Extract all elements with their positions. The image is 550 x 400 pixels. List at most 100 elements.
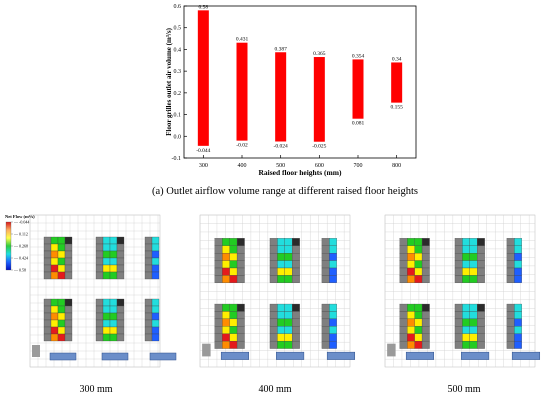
bar: [352, 59, 364, 119]
rack-cell: [236, 267, 245, 276]
rack-cell: [43, 271, 52, 280]
bar-bottom-label: -0.02: [236, 143, 248, 149]
y-tick-label: -0.1: [172, 156, 182, 162]
rack-cell: [454, 245, 463, 254]
rack-cell: [95, 243, 104, 252]
bar-bottom-label: -0.025: [312, 144, 326, 150]
contour-panel: [29, 214, 177, 368]
rack-cell: [506, 340, 515, 349]
rack-cell: [506, 275, 515, 283]
rack-cell: [284, 267, 293, 276]
rack-cell: [454, 267, 463, 276]
rack-cell: [477, 245, 485, 254]
rack-cell: [236, 326, 245, 334]
rack-cell: [277, 318, 285, 327]
rack-cell: [399, 340, 408, 349]
rack-cell: [514, 267, 522, 276]
rack-cell: [454, 303, 463, 312]
rack-cell: [222, 333, 230, 342]
rack-cell: [414, 340, 423, 349]
rack-cell: [229, 275, 238, 283]
rack-cell: [116, 264, 125, 273]
rack-cell: [284, 253, 293, 261]
rack-cell: [399, 333, 408, 342]
rack-cell: [64, 257, 73, 266]
rack-cell: [43, 257, 52, 266]
rack-cell: [414, 303, 423, 312]
rack-cell: [462, 311, 470, 320]
rack-cell: [50, 271, 59, 280]
color-legend: Net Flow (m³/s) — -0.044— 0.112— 0.268— …: [5, 214, 35, 273]
legend-tick-label: — -0.044: [13, 220, 29, 225]
contour-panels: [29, 214, 541, 368]
rack-cell: [214, 253, 223, 261]
rack-cell: [414, 245, 423, 254]
rack-cell: [95, 264, 104, 273]
rack-cell: [269, 303, 278, 312]
rack-cell: [214, 318, 223, 327]
rack-cell: [292, 340, 300, 349]
rack-cell: [469, 267, 478, 276]
rack-cell: [116, 305, 125, 314]
rack-cell: [43, 305, 52, 314]
rack-cell: [95, 326, 104, 335]
bar-top-label: 0.58: [199, 4, 209, 10]
panel-label: 400 mm: [258, 384, 291, 395]
rack-cell: [95, 236, 104, 245]
rack-cell: [277, 238, 285, 246]
rack-cell: [43, 250, 52, 259]
x-axis-title: Raised floor heights (mm): [259, 168, 342, 177]
rack-cell: [95, 319, 104, 328]
panel-label: 300 mm: [79, 384, 112, 395]
rack-cell: [50, 305, 59, 314]
bar-bottom-label: -0.024: [274, 143, 288, 149]
rack-cell: [222, 238, 230, 246]
rack-cell: [292, 275, 300, 283]
rack-cell: [477, 260, 485, 269]
rack-cell: [284, 260, 293, 269]
rack-cell: [292, 260, 300, 269]
rack-cell: [454, 326, 463, 334]
rack-cell: [269, 238, 278, 246]
rack-cell: [514, 311, 522, 320]
rack-cell: [116, 271, 125, 280]
rack-cell: [144, 333, 153, 342]
bar: [391, 62, 403, 103]
bar: [275, 52, 287, 142]
rack-cell: [222, 311, 230, 320]
rack-cell: [414, 253, 423, 261]
rack-cell: [477, 311, 485, 320]
rack-cell: [277, 275, 285, 283]
rack-cell: [116, 312, 125, 321]
rack-cell: [236, 245, 245, 254]
panel-labels: 300 mm 400 mm 500 mm: [79, 384, 480, 395]
rack-cell: [109, 326, 118, 335]
rack-cell: [109, 250, 118, 259]
rack-cell: [399, 253, 408, 261]
rack-cell: [57, 264, 66, 273]
rack-cell: [57, 312, 66, 321]
rack-cell: [144, 305, 153, 314]
rack-cell: [236, 238, 245, 246]
rack-cell: [95, 333, 104, 342]
rack-cell: [514, 333, 522, 342]
rack-cell: [462, 303, 470, 312]
rack-cell: [514, 260, 522, 269]
side-block: [387, 343, 396, 357]
rack-cell: [236, 333, 245, 342]
bar-top-label: 0.354: [352, 53, 365, 59]
rack-cell: [214, 340, 223, 349]
rack-cell: [321, 340, 330, 349]
rack-cell: [469, 326, 478, 334]
rack-cell: [462, 238, 470, 246]
rack-cell: [421, 303, 430, 312]
rack-cell: [477, 318, 485, 327]
rack-cell: [214, 303, 223, 312]
rack-cell: [236, 311, 245, 320]
rack-cell: [506, 326, 515, 334]
rack-cell: [269, 318, 278, 327]
rack-cell: [57, 319, 66, 328]
rack-cell: [269, 340, 278, 349]
rack-cell: [284, 275, 293, 283]
